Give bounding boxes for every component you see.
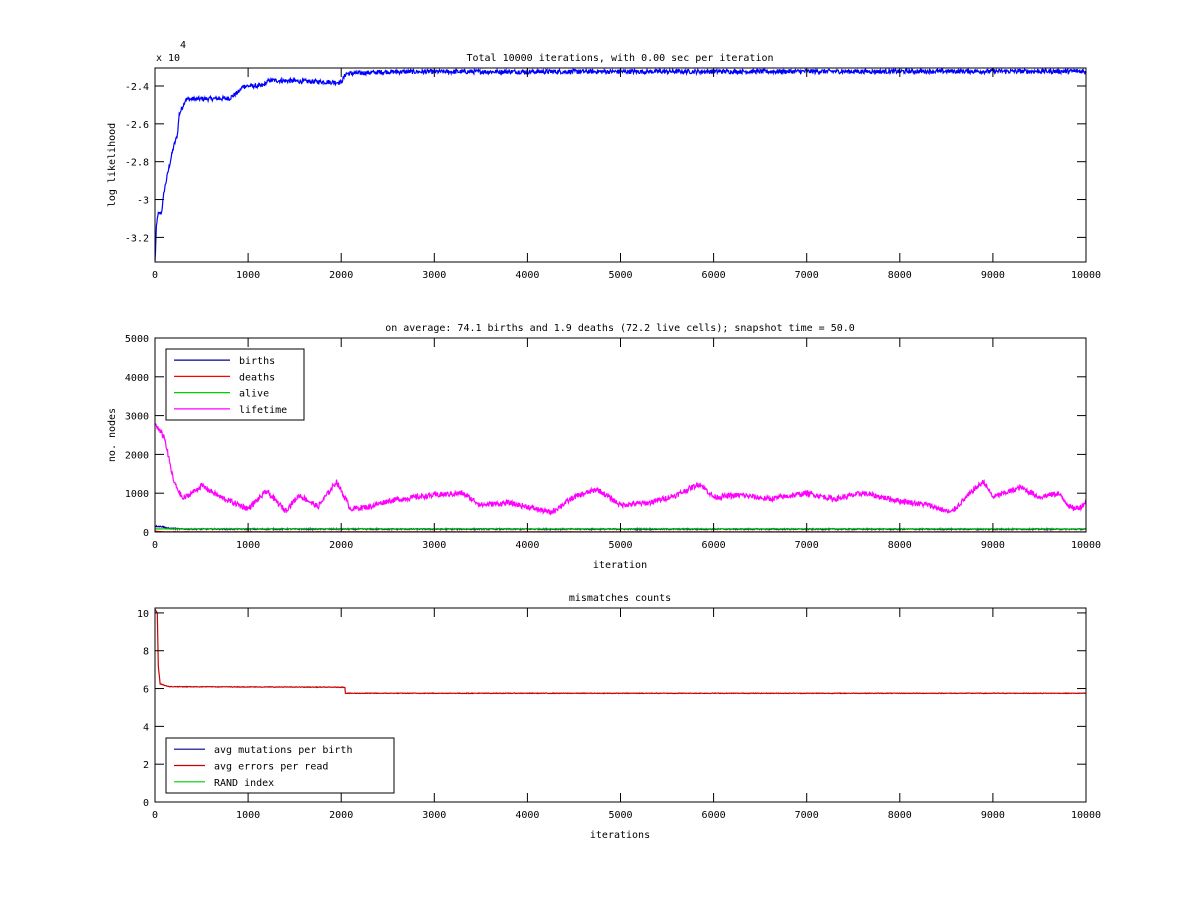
legend-box xyxy=(165,737,395,794)
x-tick-label: 5000 xyxy=(608,540,632,551)
mismatches-axes: mismatches counts iterations 0 1000 2000 30… xyxy=(137,593,1101,841)
y-tick-label: 0 xyxy=(143,528,149,539)
x-tick-label: 3000 xyxy=(422,810,446,821)
y-tick-label: 0 xyxy=(143,798,149,809)
x-axis-label: iteration xyxy=(593,560,647,571)
x-tick-label: 4000 xyxy=(515,270,539,281)
x-tick-label: 2000 xyxy=(329,810,353,821)
legend-label: deaths xyxy=(239,372,275,383)
x-tick-label: 8000 xyxy=(888,270,912,281)
y-tick-label: 3000 xyxy=(125,412,149,423)
x-tick-label: 1000 xyxy=(236,540,260,551)
x-tick-label: 1000 xyxy=(236,270,260,281)
x-tick-label: 4000 xyxy=(515,810,539,821)
x-tick-label: 0 xyxy=(152,540,158,551)
x-axis-label: iterations xyxy=(590,830,650,841)
y-axis-label: no. nodes xyxy=(107,408,118,462)
chart-title: on average: 74.1 births and 1.9 deaths (… xyxy=(385,323,855,334)
y-axis-label: log likelihood xyxy=(107,123,118,207)
x-tick-label: 3000 xyxy=(422,270,446,281)
x-tick-label: 5000 xyxy=(608,810,632,821)
x-tick-label: 10000 xyxy=(1071,540,1101,551)
y-tick-label: -2.6 xyxy=(125,120,149,131)
x-tick-label: 8000 xyxy=(888,540,912,551)
x-tick-label: 0 xyxy=(152,810,158,821)
y-multiplier-label: x 10 xyxy=(156,53,180,64)
legend-label: avg errors per read xyxy=(214,762,328,773)
x-tick-label: 2000 xyxy=(329,540,353,551)
y-multiplier-exponent: 4 xyxy=(180,40,186,51)
loglikelihood-axes: Total 10000 iterations, with 0.00 sec pe… xyxy=(107,40,1101,281)
y-tick-label: -2.4 xyxy=(125,82,149,93)
x-tick-label: 6000 xyxy=(702,270,726,281)
x-tick-label: 2000 xyxy=(329,270,353,281)
legend-label: alive xyxy=(239,389,269,400)
y-tick-label: 10 xyxy=(137,609,149,620)
y-tick-label: 8 xyxy=(143,647,149,658)
x-tick-label: 10000 xyxy=(1071,270,1101,281)
y-tick-label: 5000 xyxy=(125,334,149,345)
series-line-lifetime xyxy=(155,422,1086,516)
legend: births deaths alive lifetime xyxy=(165,348,305,421)
legend-label: lifetime xyxy=(239,405,287,416)
legend: avg mutations per birth avg errors per re… xyxy=(165,737,395,794)
legend-label: avg mutations per birth xyxy=(214,745,352,756)
y-tick-label: -3 xyxy=(137,196,149,207)
x-tick-label: 9000 xyxy=(981,270,1005,281)
x-tick-label: 6000 xyxy=(702,540,726,551)
y-tick-label: 4000 xyxy=(125,373,149,384)
x-tick-label: 4000 xyxy=(515,540,539,551)
y-tick-label: 2000 xyxy=(125,450,149,461)
legend-box xyxy=(165,348,305,421)
nodes-axes: on average: 74.1 births and 1.9 deaths (… xyxy=(107,323,1101,571)
x-tick-label: 10000 xyxy=(1071,810,1101,821)
y-tick-label: 4 xyxy=(143,722,149,733)
x-tick-label: 8000 xyxy=(888,810,912,821)
x-tick-label: 7000 xyxy=(795,810,819,821)
x-tick-label: 7000 xyxy=(795,270,819,281)
y-tick-label: -2.8 xyxy=(125,158,149,169)
series-line-avg-errors-per-read xyxy=(155,608,1086,695)
x-tick-label: 1000 xyxy=(236,810,260,821)
x-tick-label: 9000 xyxy=(981,810,1005,821)
x-tick-label: 9000 xyxy=(981,540,1005,551)
legend-label: RAND index xyxy=(214,778,274,789)
x-tick-label: 7000 xyxy=(795,540,819,551)
y-tick-label: -3.2 xyxy=(125,233,149,244)
x-tick-label: 3000 xyxy=(422,540,446,551)
y-tick-label: 6 xyxy=(143,685,149,696)
x-tick-label: 6000 xyxy=(702,810,726,821)
y-tick-label: 1000 xyxy=(125,489,149,500)
x-tick-label: 5000 xyxy=(608,270,632,281)
x-tick-label: 0 xyxy=(152,270,158,281)
legend-label: births xyxy=(239,356,275,367)
y-tick-label: 2 xyxy=(143,760,149,771)
chart-title: mismatches counts xyxy=(569,593,671,604)
chart-title: Total 10000 iterations, with 0.00 sec pe… xyxy=(466,53,773,64)
